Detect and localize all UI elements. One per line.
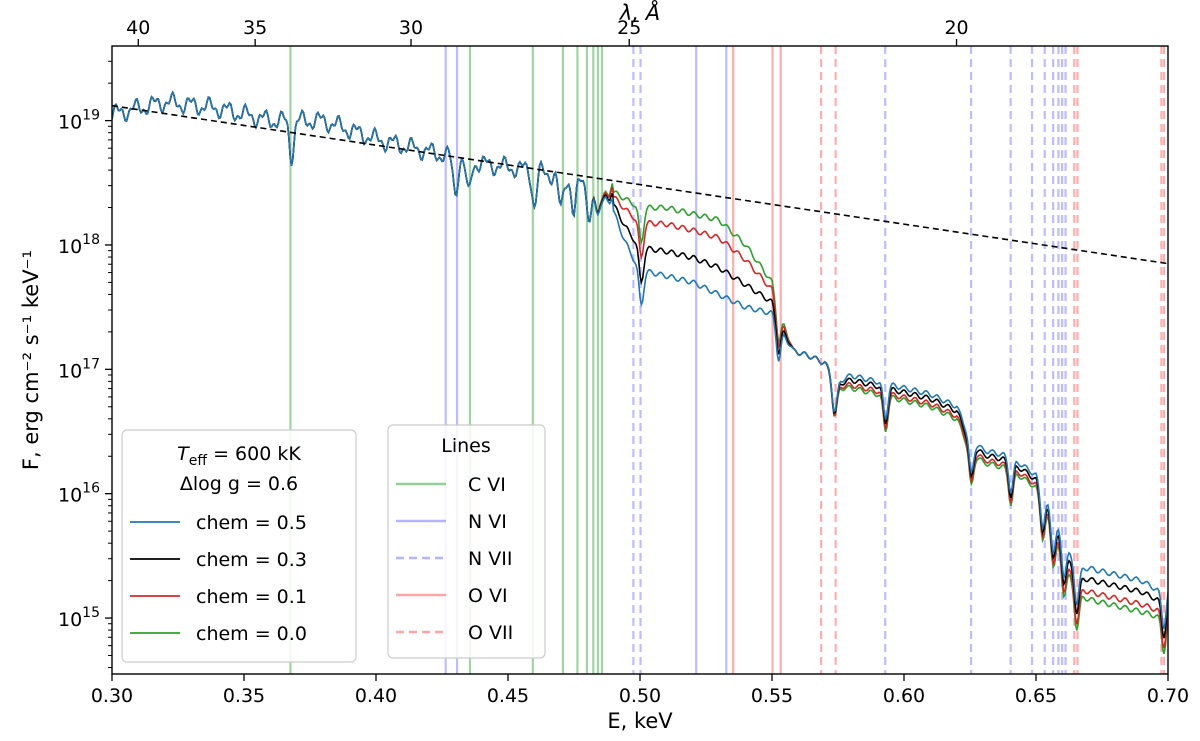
top-tick-label-4: 20 [944, 17, 968, 39]
top-tick-label-0: 40 [126, 17, 150, 39]
logg-label: Δlog g = 0.6 [180, 473, 298, 495]
series-chem-0-5 [112, 90, 1168, 630]
top-tick-label-2: 30 [399, 17, 423, 39]
legend-label-3: chem = 0.0 [196, 623, 307, 645]
bottom-x-axis: 0.30 0.35 0.40 0.45 0.50 0.55 0.60 0.65 0.70 [91, 674, 1189, 707]
y-tick-label-4: 1019 [58, 108, 100, 134]
x-tick-label-7: 0.65 [1015, 685, 1057, 707]
top-tick-label-3: 25 [617, 17, 641, 39]
y-axis-label: F, erg cm⁻² s⁻¹ keV⁻¹ [19, 250, 43, 470]
params-legend: Teff = 600 kK Δlog g = 0.6 chem = 0.5 che… [121, 429, 357, 663]
blackbody-line [112, 104, 1168, 265]
y-axis: 1015 1016 1017 1018 1019 [58, 60, 112, 669]
top-axis-label: λ, Å [619, 0, 660, 25]
x-tick-label-0: 0.30 [91, 685, 133, 707]
x-tick-label-4: 0.50 [619, 685, 661, 707]
y-tick-label-1: 1016 [58, 481, 100, 507]
lines-legend-label-3: O VI [468, 585, 508, 607]
legend-label-2: chem = 0.1 [196, 586, 307, 608]
y-tick-label-0: 1015 [58, 605, 100, 631]
lines-legend-box [387, 424, 546, 659]
top-x-axis: 40 35 30 25 20 [126, 17, 969, 46]
y-tick-label-3: 1018 [58, 232, 100, 258]
lines-legend-title: Lines [441, 435, 491, 457]
x-tick-label-1: 0.35 [223, 685, 265, 707]
lines-legend-label-4: O VII [468, 622, 513, 644]
lines-legend-label-0: C VI [468, 474, 506, 496]
x-tick-label-3: 0.45 [487, 685, 529, 707]
x-tick-label-6: 0.60 [883, 685, 925, 707]
x-tick-label-2: 0.40 [355, 685, 397, 707]
teff-label: Teff = 600 kK [177, 443, 301, 469]
legend-label-0: chem = 0.5 [196, 512, 307, 534]
params-legend-box [121, 429, 357, 663]
blackbody-dashed-line [112, 104, 1168, 265]
lines-legend-label-2: N VII [468, 548, 512, 570]
x-axis-label: E, keV [607, 709, 673, 733]
lines-legend: Lines C VI N VI N VII O VI O VII [387, 424, 546, 659]
spectra [112, 90, 1168, 655]
x-tick-label-5: 0.55 [751, 685, 793, 707]
x-tick-label-8: 0.70 [1147, 685, 1189, 707]
top-tick-label-1: 35 [243, 17, 267, 39]
lines-legend-label-1: N VI [468, 511, 507, 533]
y-tick-label-2: 1017 [58, 356, 100, 382]
legend-label-1: chem = 0.3 [196, 549, 307, 571]
